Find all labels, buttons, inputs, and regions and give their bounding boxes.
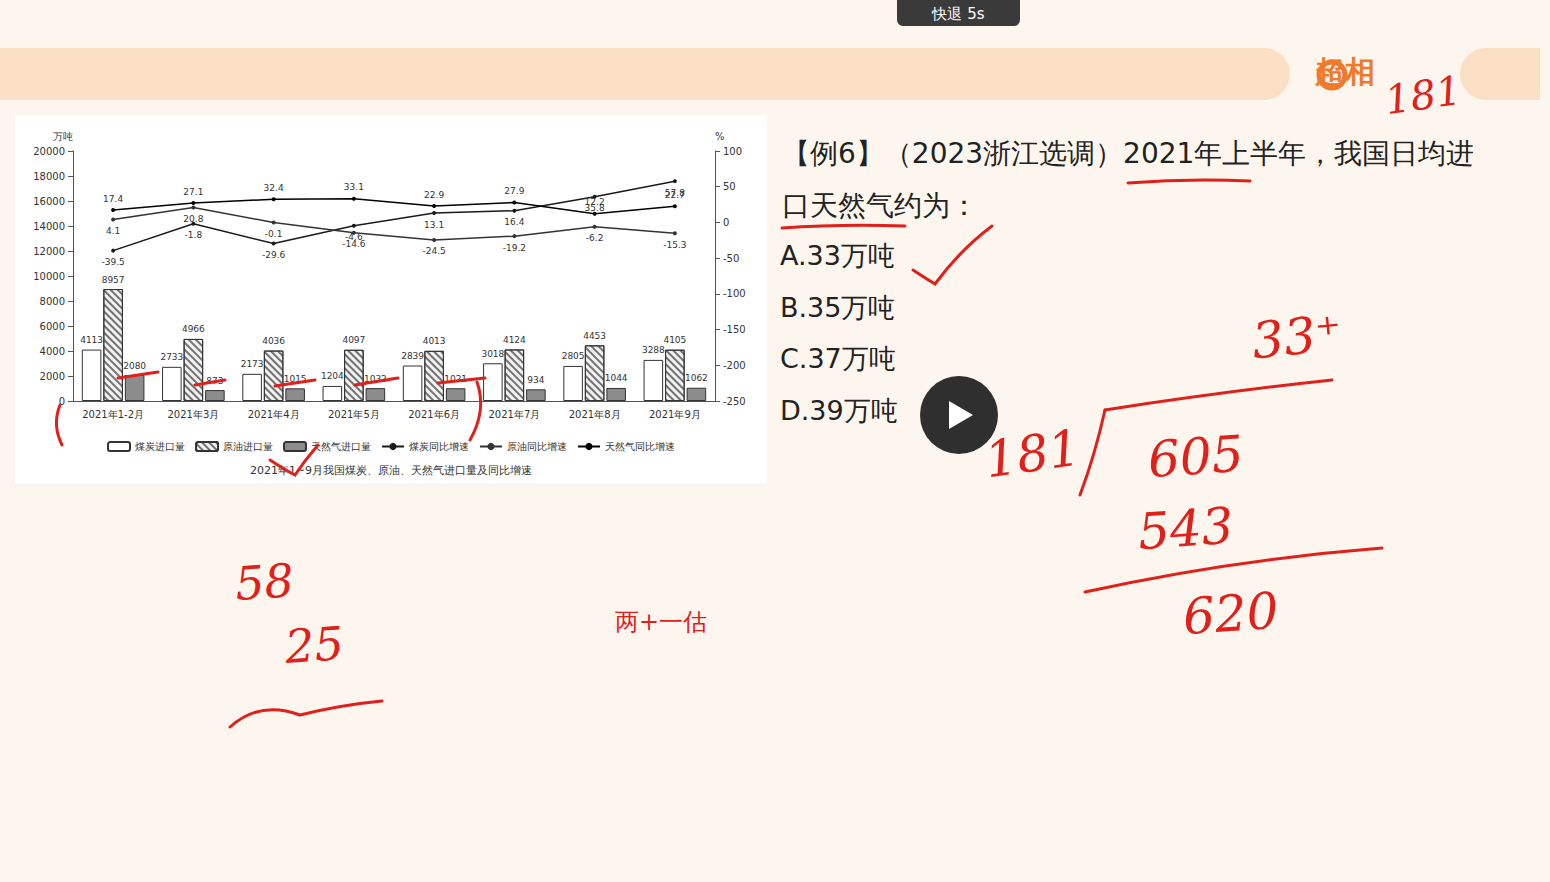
svg-text:2021年9月: 2021年9月 xyxy=(649,409,701,420)
svg-text:4097: 4097 xyxy=(342,335,365,345)
svg-text:-39.5: -39.5 xyxy=(101,257,124,267)
svg-text:4036: 4036 xyxy=(262,336,285,346)
svg-text:22.7: 22.7 xyxy=(665,190,685,200)
svg-text:1044: 1044 xyxy=(605,373,628,383)
svg-text:22.9: 22.9 xyxy=(424,190,444,200)
svg-text:2021年4月: 2021年4月 xyxy=(248,409,300,420)
svg-text:8957: 8957 xyxy=(102,275,125,285)
html-text:C.37万吨: C.37万吨 xyxy=(780,343,896,374)
svg-text:-14.6: -14.6 xyxy=(342,239,366,249)
svg-text:-250: -250 xyxy=(723,396,746,407)
svg-text:万吨: 万吨 xyxy=(53,131,73,142)
svg-text:-24.5: -24.5 xyxy=(422,246,445,256)
svg-text:4000: 4000 xyxy=(40,346,65,357)
html-text:B.35万吨: B.35万吨 xyxy=(780,292,896,323)
svg-text:50: 50 xyxy=(723,181,736,192)
svg-text:17.4: 17.4 xyxy=(103,194,123,204)
html-text:58: 58 xyxy=(233,553,296,611)
svg-text:-6.2: -6.2 xyxy=(586,233,604,243)
svg-text:13.1: 13.1 xyxy=(424,220,444,230)
svg-text:873: 873 xyxy=(206,375,224,386)
svg-text:原油同比增速: 原油同比增速 xyxy=(507,441,567,452)
html-text:620: 620 xyxy=(1181,581,1281,647)
svg-text:27.1: 27.1 xyxy=(183,187,203,197)
svg-text:-15.3: -15.3 xyxy=(663,240,686,250)
svg-text:2021年6月: 2021年6月 xyxy=(408,409,460,420)
svg-text:天然气进口量: 天然气进口量 xyxy=(311,441,371,452)
svg-text:-29.6: -29.6 xyxy=(262,250,286,260)
svg-text:-19.2: -19.2 xyxy=(503,243,526,253)
svg-text:4.1: 4.1 xyxy=(106,226,120,236)
svg-text:-0.1: -0.1 xyxy=(265,229,283,239)
svg-text:-100: -100 xyxy=(723,288,746,299)
html-text:A.33万吨: A.33万吨 xyxy=(780,240,895,271)
svg-text:4013: 4013 xyxy=(423,336,446,346)
svg-text:4966: 4966 xyxy=(182,324,205,334)
svg-text:1032: 1032 xyxy=(363,373,387,384)
svg-text:32.4: 32.4 xyxy=(264,183,284,193)
svg-text:934: 934 xyxy=(527,375,544,385)
svg-text:10000: 10000 xyxy=(33,271,65,282)
svg-text:煤炭进口量: 煤炭进口量 xyxy=(135,441,185,452)
svg-text:20.8: 20.8 xyxy=(183,214,203,224)
svg-text:0: 0 xyxy=(58,395,65,407)
svg-text:2000: 2000 xyxy=(40,371,65,382)
svg-text:-1.8: -1.8 xyxy=(185,230,203,240)
svg-text:4453: 4453 xyxy=(583,331,606,341)
svg-text:16.4: 16.4 xyxy=(504,217,524,227)
svg-text:2733: 2733 xyxy=(160,352,183,362)
svg-text:4124: 4124 xyxy=(503,335,526,345)
svg-text:1062: 1062 xyxy=(685,373,708,383)
html-text:605: 605 xyxy=(1146,424,1246,490)
html-text:181: 181 xyxy=(981,418,1084,490)
svg-text:2021年1~9月我国煤炭、原油、天然气进口量及同比增速: 2021年1~9月我国煤炭、原油、天然气进口量及同比增速 xyxy=(249,464,533,477)
svg-text:-4.6: -4.6 xyxy=(345,232,363,243)
svg-text:20000: 20000 xyxy=(33,146,65,157)
svg-text:天然气同比增速: 天然气同比增速 xyxy=(605,441,675,452)
svg-text:6000: 6000 xyxy=(40,321,65,332)
svg-text:2021年1-2月: 2021年1-2月 xyxy=(82,409,144,420)
svg-text:2173: 2173 xyxy=(241,359,264,369)
svg-text:4105: 4105 xyxy=(663,335,686,345)
html-text:快退 5s: 快退 5s xyxy=(932,5,985,23)
svg-text:2021年3月: 2021年3月 xyxy=(167,409,219,420)
svg-text:3288: 3288 xyxy=(642,345,665,355)
svg-text:27.9: 27.9 xyxy=(504,186,524,196)
svg-text:18000: 18000 xyxy=(33,171,65,182)
html-text:543: 543 xyxy=(1136,496,1236,562)
svg-text:2839: 2839 xyxy=(401,351,424,361)
svg-text:煤炭同比增速: 煤炭同比增速 xyxy=(409,441,469,452)
svg-text:4113: 4113 xyxy=(80,335,103,345)
svg-text:1021: 1021 xyxy=(444,373,468,384)
svg-text:16000: 16000 xyxy=(33,196,65,207)
svg-text:100: 100 xyxy=(723,146,742,157)
svg-text:-50: -50 xyxy=(723,253,739,264)
html-text:25: 25 xyxy=(283,616,346,674)
svg-text:8000: 8000 xyxy=(40,296,65,307)
html-text:【例6】（2023浙江选调）2021年上半年，我国日均进口天: 【例6】（2023浙江选调）2021年上半年，我国日均进口天然气约为： xyxy=(782,137,1475,222)
html-text:181: 181 xyxy=(1382,66,1465,124)
html-text:D.39万吨: D.39万吨 xyxy=(780,395,898,426)
svg-text:2805: 2805 xyxy=(562,351,585,361)
html-text:33⁺: 33⁺ xyxy=(1249,303,1345,371)
svg-text:0: 0 xyxy=(723,217,729,228)
svg-text:14000: 14000 xyxy=(33,221,65,232)
html-text:超相: 超相 xyxy=(1315,54,1375,89)
svg-text:12000: 12000 xyxy=(33,246,65,257)
svg-text:2021年5月: 2021年5月 xyxy=(328,409,380,420)
svg-text:3018: 3018 xyxy=(481,349,504,359)
svg-text:35.8: 35.8 xyxy=(584,203,605,214)
svg-text:33.1: 33.1 xyxy=(344,182,364,192)
svg-text:12.2: 12.2 xyxy=(585,197,605,207)
svg-text:1015: 1015 xyxy=(283,373,307,384)
svg-text:2021年8月: 2021年8月 xyxy=(569,409,621,420)
html-text:两+一估: 两+一估 xyxy=(615,608,708,636)
svg-text:-200: -200 xyxy=(723,360,746,371)
svg-text:原油进口量: 原油进口量 xyxy=(223,441,273,452)
svg-text:2080: 2080 xyxy=(123,361,146,371)
svg-text:2021年7月: 2021年7月 xyxy=(488,409,540,420)
svg-text:1204: 1204 xyxy=(321,371,344,381)
svg-text:-150: -150 xyxy=(723,324,746,335)
svg-text:%: % xyxy=(715,131,725,142)
